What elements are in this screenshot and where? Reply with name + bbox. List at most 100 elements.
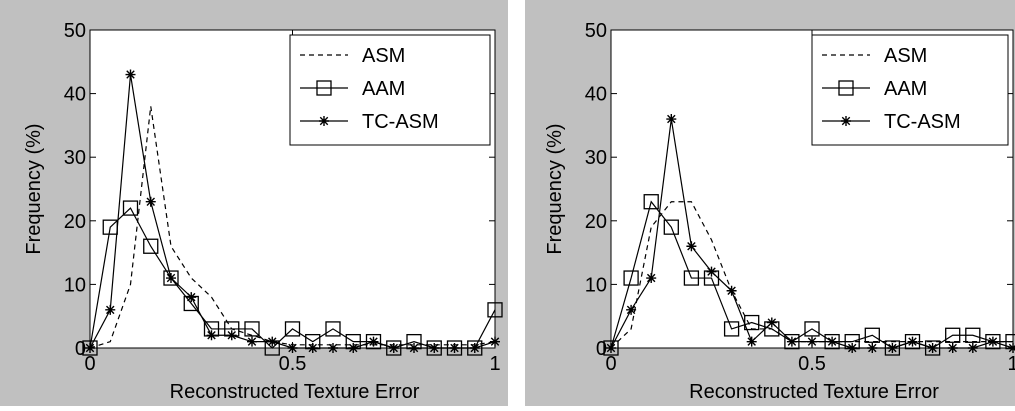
data-point-star-19 <box>987 336 998 347</box>
data-point-star-5 <box>706 266 717 277</box>
data-point-star-4 <box>686 241 697 252</box>
data-point-square-18 <box>965 327 981 343</box>
data-point-star-9 <box>786 336 797 347</box>
data-point-star-14 <box>368 336 379 347</box>
data-point-square-14 <box>365 333 382 350</box>
data-point-square-legend <box>838 80 854 96</box>
data-point-star-3 <box>145 196 156 207</box>
y-tick-label: 40 <box>585 84 607 106</box>
y-tick-label: 30 <box>64 147 86 169</box>
data-point-star-3 <box>666 114 677 125</box>
data-point-star-12 <box>847 343 858 353</box>
y-tick-label: 20 <box>585 211 607 233</box>
y-tick-label: 10 <box>64 274 86 296</box>
y-tick-label: 50 <box>585 20 607 42</box>
data-point-square-8 <box>244 321 260 337</box>
data-point-square-6 <box>723 321 740 337</box>
data-point-square-4 <box>683 270 700 286</box>
data-point-star-17 <box>947 343 958 353</box>
data-point-square-20 <box>487 302 503 318</box>
data-point-star-6 <box>206 330 217 341</box>
legend: ASM AAM TC-ASM <box>811 34 1009 146</box>
legend-box <box>811 34 1009 146</box>
data-point-star-13 <box>348 343 359 353</box>
data-point-square-1 <box>623 270 639 286</box>
legend-label-aam: AAM <box>884 78 927 100</box>
data-point-star-8 <box>247 336 257 347</box>
data-point-square-0 <box>82 340 98 356</box>
y-tick-label: 30 <box>585 147 607 169</box>
data-point-star-11 <box>827 336 838 347</box>
series-tc-asm <box>606 114 1015 353</box>
data-point-star-0 <box>606 343 616 353</box>
data-point-star-15 <box>388 343 399 353</box>
data-point-star-9 <box>267 336 278 347</box>
data-point-star-2 <box>125 69 136 80</box>
y-axis-label: Frequency (%) <box>544 123 566 254</box>
data-point-star-20 <box>1008 343 1015 353</box>
y-tick-label: 10 <box>585 274 607 296</box>
data-point-square-13 <box>864 327 880 343</box>
y-tick-label: 40 <box>64 84 86 106</box>
data-point-star-19 <box>469 343 480 353</box>
data-point-square-2 <box>643 194 659 210</box>
chart-panel-1: 0 10 20 30 40 50 0 0.5 1 Reconstructed Texture Er… <box>0 0 508 406</box>
series-tc-asm <box>85 69 500 353</box>
x-tick-label: 0 <box>605 353 616 375</box>
data-point-square-2 <box>122 200 139 216</box>
legend-label-tc-asm: TC-ASM <box>362 111 439 133</box>
data-point-square-0 <box>603 340 619 356</box>
data-point-star-1 <box>626 304 637 315</box>
data-point-star-13 <box>867 343 878 353</box>
data-point-star-8 <box>766 317 777 328</box>
data-point-star-17 <box>429 343 440 353</box>
data-point-square-12 <box>325 321 341 337</box>
data-point-star-0 <box>85 343 95 353</box>
series-aam <box>603 194 1015 356</box>
y-axis-label: Frequency (%) <box>23 123 45 254</box>
x-tick-label: 0.5 <box>798 353 826 375</box>
y-tick-label: 20 <box>64 211 86 233</box>
x-tick-label: 0 <box>84 353 95 375</box>
x-tick-label: 1 <box>489 353 500 375</box>
data-point-star-7 <box>746 336 757 347</box>
data-point-star-16 <box>927 343 938 353</box>
data-point-star-2 <box>646 273 657 284</box>
data-point-star-4 <box>166 273 176 284</box>
data-point-star-7 <box>226 330 237 341</box>
x-tick-label: 1 <box>1007 353 1015 375</box>
legend: ASM AAM TC-ASM <box>289 34 491 146</box>
x-tick-label: 0.5 <box>279 353 307 375</box>
data-point-square-10 <box>804 321 820 337</box>
y-tick-label: 50 <box>64 20 86 42</box>
y-tick-label: 0 <box>596 338 607 360</box>
chart-panel-2: 0 10 20 30 40 50 0 0.5 1 Reconstructed Texture Er… <box>525 0 1015 406</box>
data-point-square-15 <box>904 333 921 350</box>
data-point-star-20 <box>490 336 500 347</box>
data-point-square-17 <box>945 327 961 343</box>
x-axis-label: Reconstructed Texture Error <box>689 381 939 403</box>
data-point-square-3 <box>143 238 159 254</box>
data-point-star-12 <box>328 343 338 353</box>
data-point-star-legend <box>319 116 329 126</box>
data-point-star-10 <box>287 343 298 353</box>
data-point-star-10 <box>807 336 817 347</box>
data-point-star-6 <box>726 285 737 296</box>
data-point-star-16 <box>409 343 419 353</box>
data-point-square-3 <box>663 219 679 235</box>
data-point-star-legend <box>841 116 851 126</box>
data-point-square-legend <box>316 80 332 96</box>
legend-label-aam: AAM <box>362 78 405 100</box>
legend-box <box>289 34 491 146</box>
data-point-square-19 <box>985 333 1001 350</box>
data-point-star-15 <box>907 336 918 347</box>
data-point-square-10 <box>284 321 301 337</box>
data-point-star-1 <box>105 304 116 315</box>
data-point-star-18 <box>449 343 460 353</box>
legend-label-asm: ASM <box>884 45 927 67</box>
data-point-star-18 <box>967 343 978 353</box>
data-point-star-11 <box>307 343 318 353</box>
data-point-star-14 <box>887 343 898 353</box>
